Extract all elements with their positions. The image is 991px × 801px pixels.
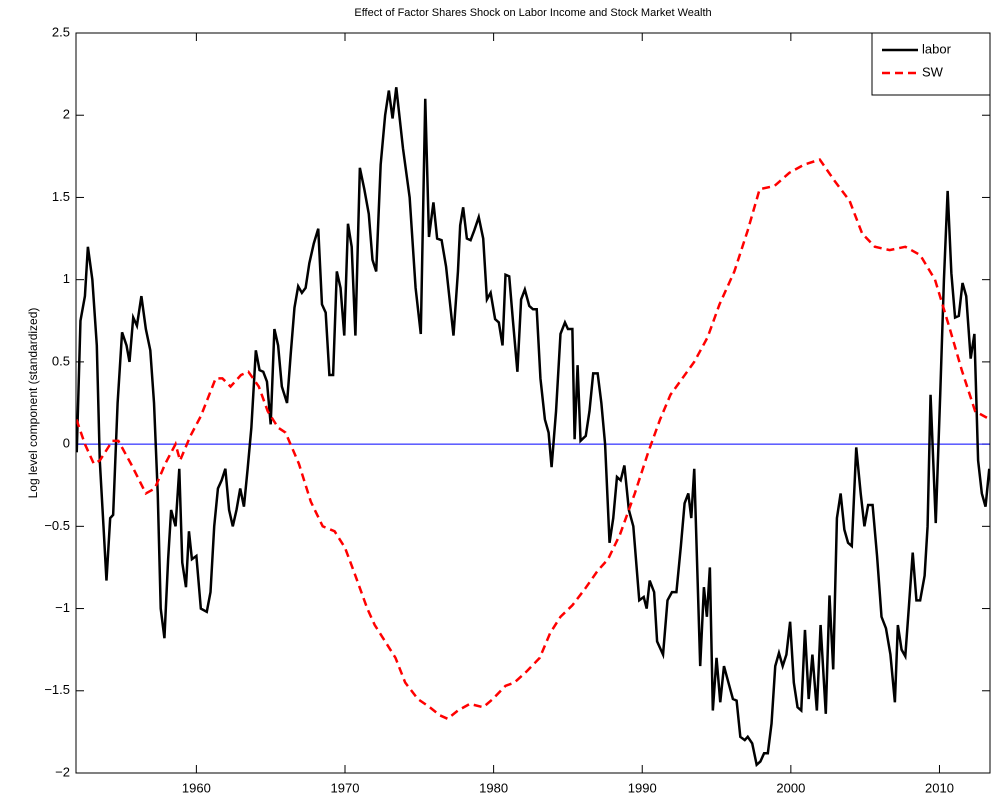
y-axis-label: Log level component (standardized) — [26, 308, 40, 499]
x-tick-label: 1960 — [182, 780, 211, 795]
y-tick-label: 1.5 — [52, 189, 70, 204]
x-tick-label: 1980 — [479, 780, 508, 795]
series-line — [76, 158, 990, 721]
y-tick-label: −2 — [55, 764, 70, 779]
y-tick-label: 2.5 — [52, 24, 70, 39]
y-tick-label: 0.5 — [52, 353, 70, 368]
legend-label: SW — [922, 64, 944, 79]
y-tick-label: −1.5 — [44, 682, 70, 697]
x-tick-label: 2000 — [776, 780, 805, 795]
y-tick-label: −1 — [55, 600, 70, 615]
y-tick-label: 2 — [63, 107, 70, 122]
legend-label: labor — [922, 41, 952, 56]
chart-title: Effect of Factor Shares Shock on Labor I… — [354, 7, 711, 19]
y-tick-label: 1 — [63, 271, 70, 286]
y-tick-label: 0 — [63, 436, 70, 451]
plot-frame — [75, 32, 991, 774]
x-tick-label: 1990 — [628, 780, 657, 795]
series-line — [76, 87, 990, 768]
legend-box — [871, 32, 991, 96]
y-tick-label: −0.5 — [44, 518, 70, 533]
x-tick-label: 1970 — [331, 780, 360, 795]
x-tick-label: 2010 — [925, 780, 954, 795]
